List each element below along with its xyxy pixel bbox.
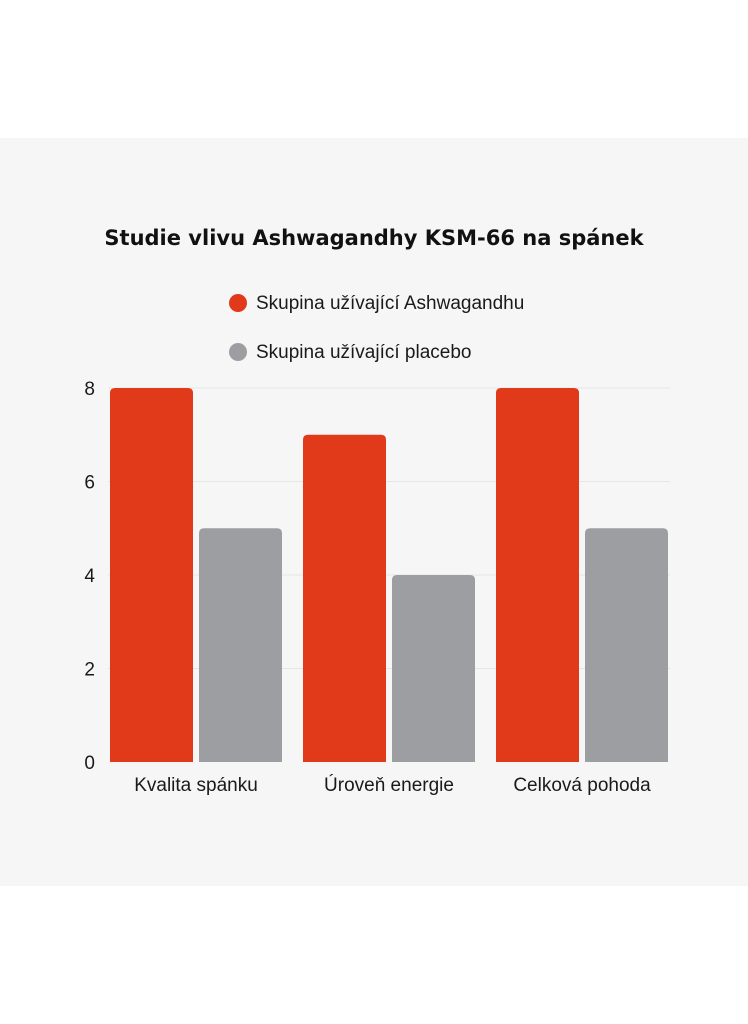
legend: Skupina užívající Ashwagandhu Skupina už… bbox=[229, 293, 524, 363]
bar-ashwagandha bbox=[303, 434, 386, 762]
bar-placebo bbox=[199, 528, 282, 762]
bar-placebo bbox=[392, 575, 475, 762]
bar-ashwagandha bbox=[110, 388, 193, 762]
bar-chart: Studie vlivu Ashwagandhy KSM-66 na spáne… bbox=[84, 226, 670, 796]
legend-label-ashwagandha: Skupina užívající Ashwagandhu bbox=[256, 293, 524, 314]
chart-title: Studie vlivu Ashwagandhy KSM-66 na spáne… bbox=[104, 226, 644, 250]
y-axis-ticks: 0 2 4 6 8 bbox=[84, 379, 95, 774]
x-category-label: Celková pohoda bbox=[513, 775, 651, 796]
y-tick-label: 8 bbox=[84, 379, 95, 400]
bar-placebo bbox=[585, 528, 668, 762]
x-category-label: Úroveň energie bbox=[324, 774, 454, 796]
x-axis-categories: Kvalita spánku Úroveň energie Celková poho… bbox=[134, 774, 651, 796]
y-tick-label: 4 bbox=[84, 566, 95, 587]
bars bbox=[110, 388, 668, 762]
legend-label-placebo: Skupina užívající placebo bbox=[256, 342, 471, 363]
x-category-label: Kvalita spánku bbox=[134, 775, 258, 796]
y-tick-label: 0 bbox=[84, 753, 95, 774]
bar-ashwagandha bbox=[496, 388, 579, 762]
y-tick-label: 2 bbox=[84, 660, 95, 681]
y-tick-label: 6 bbox=[84, 473, 95, 494]
chart-panel: Studie vlivu Ashwagandhy KSM-66 na spáne… bbox=[0, 138, 748, 886]
legend-marker-placebo bbox=[229, 343, 247, 361]
legend-marker-ashwagandha bbox=[229, 294, 247, 312]
